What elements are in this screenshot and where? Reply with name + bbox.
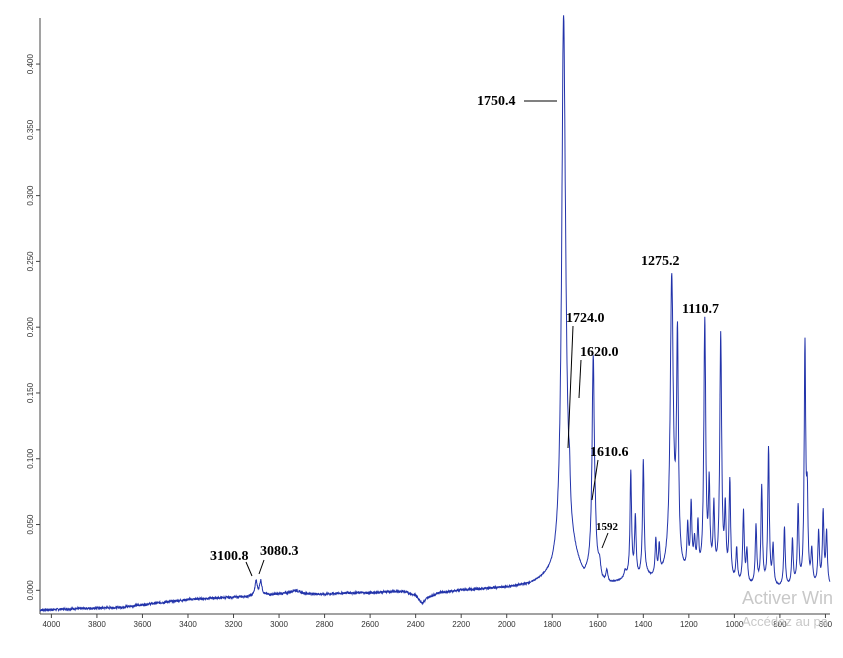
x-tick-label: 600 bbox=[819, 620, 833, 629]
x-tick-label: 800 bbox=[773, 620, 787, 629]
x-tick-label: 3000 bbox=[270, 620, 288, 629]
annotation-leader-line bbox=[245, 561, 253, 577]
x-tick-label: 1000 bbox=[725, 620, 743, 629]
annotation-leader-line bbox=[601, 532, 609, 549]
x-tick-label: 1800 bbox=[543, 620, 561, 629]
watermark-line-2: Accédez au pa bbox=[742, 614, 829, 629]
peak-label: 1110.7 bbox=[682, 302, 719, 317]
y-tick-label: 0.000 bbox=[26, 580, 35, 601]
x-tick-label: 1400 bbox=[634, 620, 652, 629]
peak-label: 1750.4 bbox=[477, 94, 516, 109]
x-tick-label: 2400 bbox=[407, 620, 425, 629]
y-tick-label: 0.150 bbox=[26, 382, 35, 403]
peak-label: 1610.6 bbox=[590, 445, 629, 460]
y-tick-label: 0.200 bbox=[26, 317, 35, 338]
y-tick-label: 0.300 bbox=[26, 185, 35, 206]
peak-label: 3100.8 bbox=[210, 549, 249, 564]
spectrum-line bbox=[39, 15, 831, 613]
annotation-leader-line bbox=[578, 359, 582, 399]
x-tick-label: 3200 bbox=[225, 620, 243, 629]
axes bbox=[39, 18, 830, 615]
annotation-leader-line bbox=[258, 559, 265, 575]
y-tick-label: 0.350 bbox=[26, 119, 35, 140]
x-tick-label: 3600 bbox=[134, 620, 152, 629]
peak-annotations: 1750.4 1724.0 1620.0 1610.6 1592 1275.2 1110.7… bbox=[210, 94, 719, 577]
peak-label: 1724.0 bbox=[566, 311, 605, 326]
peak-label: 1592 bbox=[596, 521, 619, 533]
peak-label: 1275.2 bbox=[641, 254, 680, 269]
x-tick-label: 2000 bbox=[498, 620, 516, 629]
watermark-line-1: Activer Win bbox=[742, 588, 834, 608]
y-tick-label: 0.250 bbox=[26, 251, 35, 272]
x-tick-label: 1600 bbox=[589, 620, 607, 629]
x-ticks: 4000 3800 3600 3400 3200 3000 2800 2600 2400 2200… bbox=[42, 614, 833, 629]
y-tick-label: 0.100 bbox=[26, 448, 35, 469]
x-tick-label: 3800 bbox=[88, 620, 106, 629]
annotation-leader-line bbox=[567, 325, 574, 449]
y-ticks: 0.000 0.050 0.100 0.150 0.200 0.250 0.300 0.350… bbox=[26, 53, 40, 600]
x-tick-label: 3400 bbox=[179, 620, 197, 629]
peak-label: 1620.0 bbox=[580, 345, 619, 360]
x-tick-label: 1200 bbox=[680, 620, 698, 629]
peak-label: 3080.3 bbox=[260, 544, 299, 559]
x-tick-label: 2800 bbox=[316, 620, 334, 629]
y-tick-label: 0.050 bbox=[26, 514, 35, 535]
y-tick-label: 0.400 bbox=[26, 53, 35, 74]
annotation-leader-line bbox=[591, 459, 599, 501]
x-tick-label: 4000 bbox=[42, 620, 60, 629]
x-tick-label: 2600 bbox=[361, 620, 379, 629]
x-tick-label: 2200 bbox=[452, 620, 470, 629]
